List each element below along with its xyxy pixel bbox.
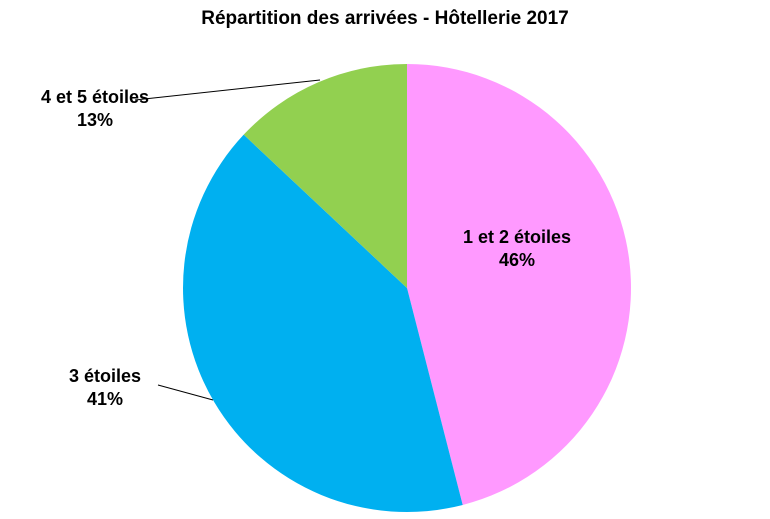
pie-slice [243, 64, 407, 288]
slice-label: 3 étoiles 41% [40, 365, 170, 411]
value-label: 13% [76, 110, 114, 130]
slice-label: 4 et 5 étoiles 13% [40, 86, 150, 132]
value-label: 46% [498, 250, 536, 270]
leader-line [157, 384, 214, 401]
category-label: 4 et 5 étoiles [40, 87, 150, 107]
pie-slice [407, 64, 632, 505]
value-label: 41% [86, 389, 124, 409]
slice-label: 1 et 2 étoiles 46% [462, 226, 572, 272]
leader-line [134, 79, 321, 101]
category-label: 1 et 2 étoiles [462, 227, 572, 247]
category-label: 3 étoiles [68, 366, 142, 386]
pie-slice [183, 134, 463, 513]
chart-title: Répartition des arrivées - Hôtellerie 20… [201, 8, 569, 29]
